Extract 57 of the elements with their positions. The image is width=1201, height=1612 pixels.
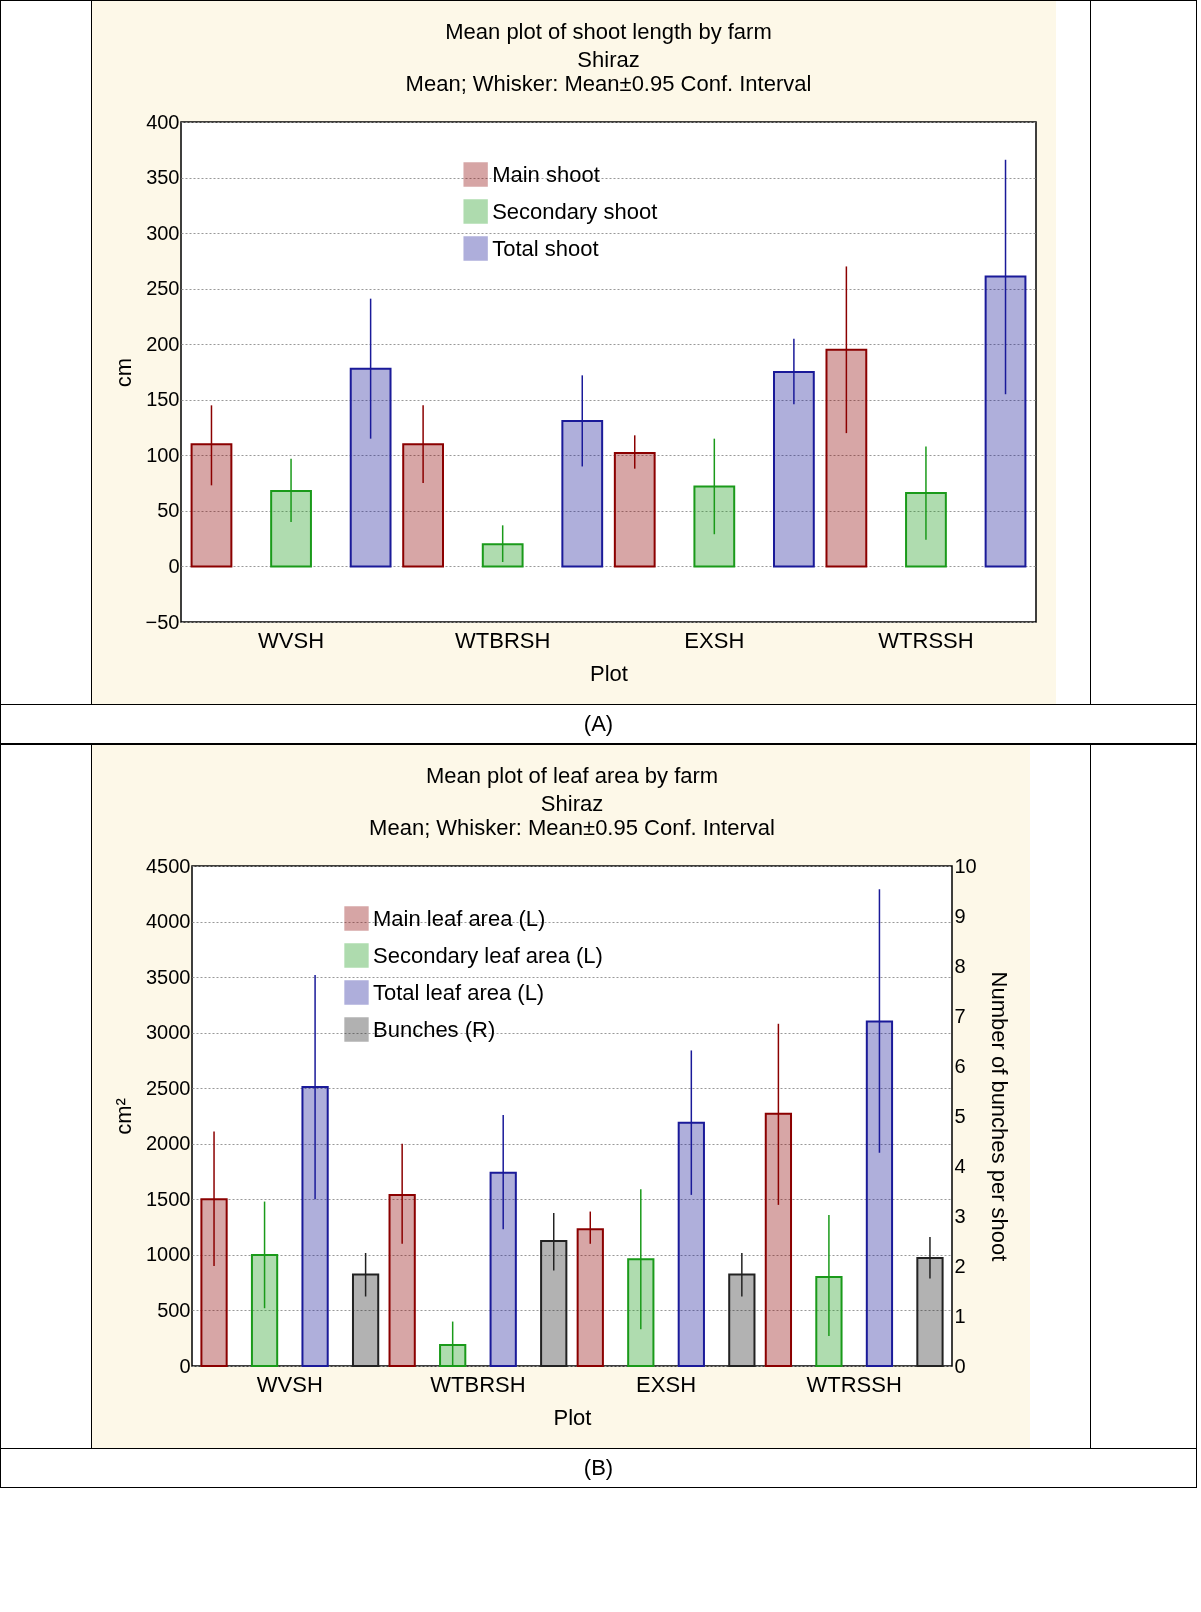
y-axis-title: cm <box>110 357 136 388</box>
x-axis-title: Plot <box>553 1404 592 1430</box>
chart-subtitle: Shiraz Mean; Whisker: Mean±0.95 Conf. Interval <box>369 791 775 840</box>
legend-label: Main leaf area (L) <box>373 905 546 931</box>
y-tick-label: 3500 <box>146 965 191 988</box>
y2-tick-label: 8 <box>954 954 966 977</box>
chart-subtitle: Shiraz Mean; Whisker: Mean±0.95 Conf. Interval <box>405 47 812 96</box>
text: (B) <box>0 1448 1197 1488</box>
x-axis-title: Plot <box>590 660 628 686</box>
y-tick-label: 4000 <box>146 910 191 933</box>
chart-title: Mean plot of leaf area by farm <box>425 763 719 788</box>
y-tick-label: 4500 <box>146 854 191 877</box>
y2-tick-label: 4 <box>954 1154 966 1177</box>
y-tick-label: 50 <box>157 499 180 522</box>
y2-tick-label: 1 <box>954 1304 966 1327</box>
y-tick-label: 2000 <box>146 1132 191 1155</box>
y-tick-label: −50 <box>145 610 180 633</box>
x-tick-label: EXSH <box>684 627 745 653</box>
y2-tick-label: 0 <box>954 1354 966 1377</box>
y2-tick-label: 9 <box>954 904 966 927</box>
y-tick-label: 3000 <box>146 1021 191 1044</box>
y-tick-label: 0 <box>168 554 180 577</box>
legend-label: Total shoot <box>492 235 599 261</box>
legend-label: Total leaf area (L) <box>373 979 545 1005</box>
y-axis-title: cm² <box>111 1098 137 1135</box>
y2-tick-label: 7 <box>954 1004 966 1027</box>
x-tick-label: WTRSSH <box>806 1371 902 1397</box>
y2-tick-label: 10 <box>954 854 977 877</box>
x-tick-label: WTBRSH <box>430 1371 526 1397</box>
y-tick-label: 2500 <box>146 1076 191 1099</box>
y-tick-label: 1500 <box>146 1187 191 1210</box>
chart-title: Mean plot of shoot length by farm <box>445 19 772 44</box>
x-tick-label: WTBRSH <box>455 627 551 653</box>
text: (A) <box>0 704 1197 744</box>
y-tick-label: 350 <box>146 166 180 189</box>
x-tick-label: EXSH <box>636 1371 697 1397</box>
y2-tick-label: 2 <box>954 1254 966 1277</box>
y-tick-label: 1000 <box>146 1243 191 1266</box>
y-tick-label: 200 <box>146 332 180 355</box>
x-tick-label: WVSH <box>258 627 325 653</box>
y-tick-label: 300 <box>146 221 180 244</box>
y2-tick-label: 6 <box>954 1054 966 1077</box>
legend-label: Main shoot <box>492 161 600 187</box>
y-tick-label: 400 <box>146 110 180 133</box>
y-tick-label: 500 <box>157 1298 191 1321</box>
legend-label: Secondary shoot <box>492 198 658 224</box>
x-tick-label: WTRSSH <box>878 627 974 653</box>
y2-axis-title: Number of bunches per shoot <box>986 971 1012 1262</box>
y-tick-label: 0 <box>179 1354 191 1377</box>
legend-label: Bunches (R) <box>373 1016 496 1042</box>
y-tick-label: 150 <box>146 388 180 411</box>
y2-tick-label: 5 <box>954 1104 966 1127</box>
y2-tick-label: 3 <box>954 1204 966 1227</box>
y-tick-label: 250 <box>146 277 180 300</box>
x-tick-label: WVSH <box>256 1371 323 1397</box>
legend-label: Secondary leaf area (L) <box>373 942 603 968</box>
y-tick-label: 100 <box>146 443 180 466</box>
